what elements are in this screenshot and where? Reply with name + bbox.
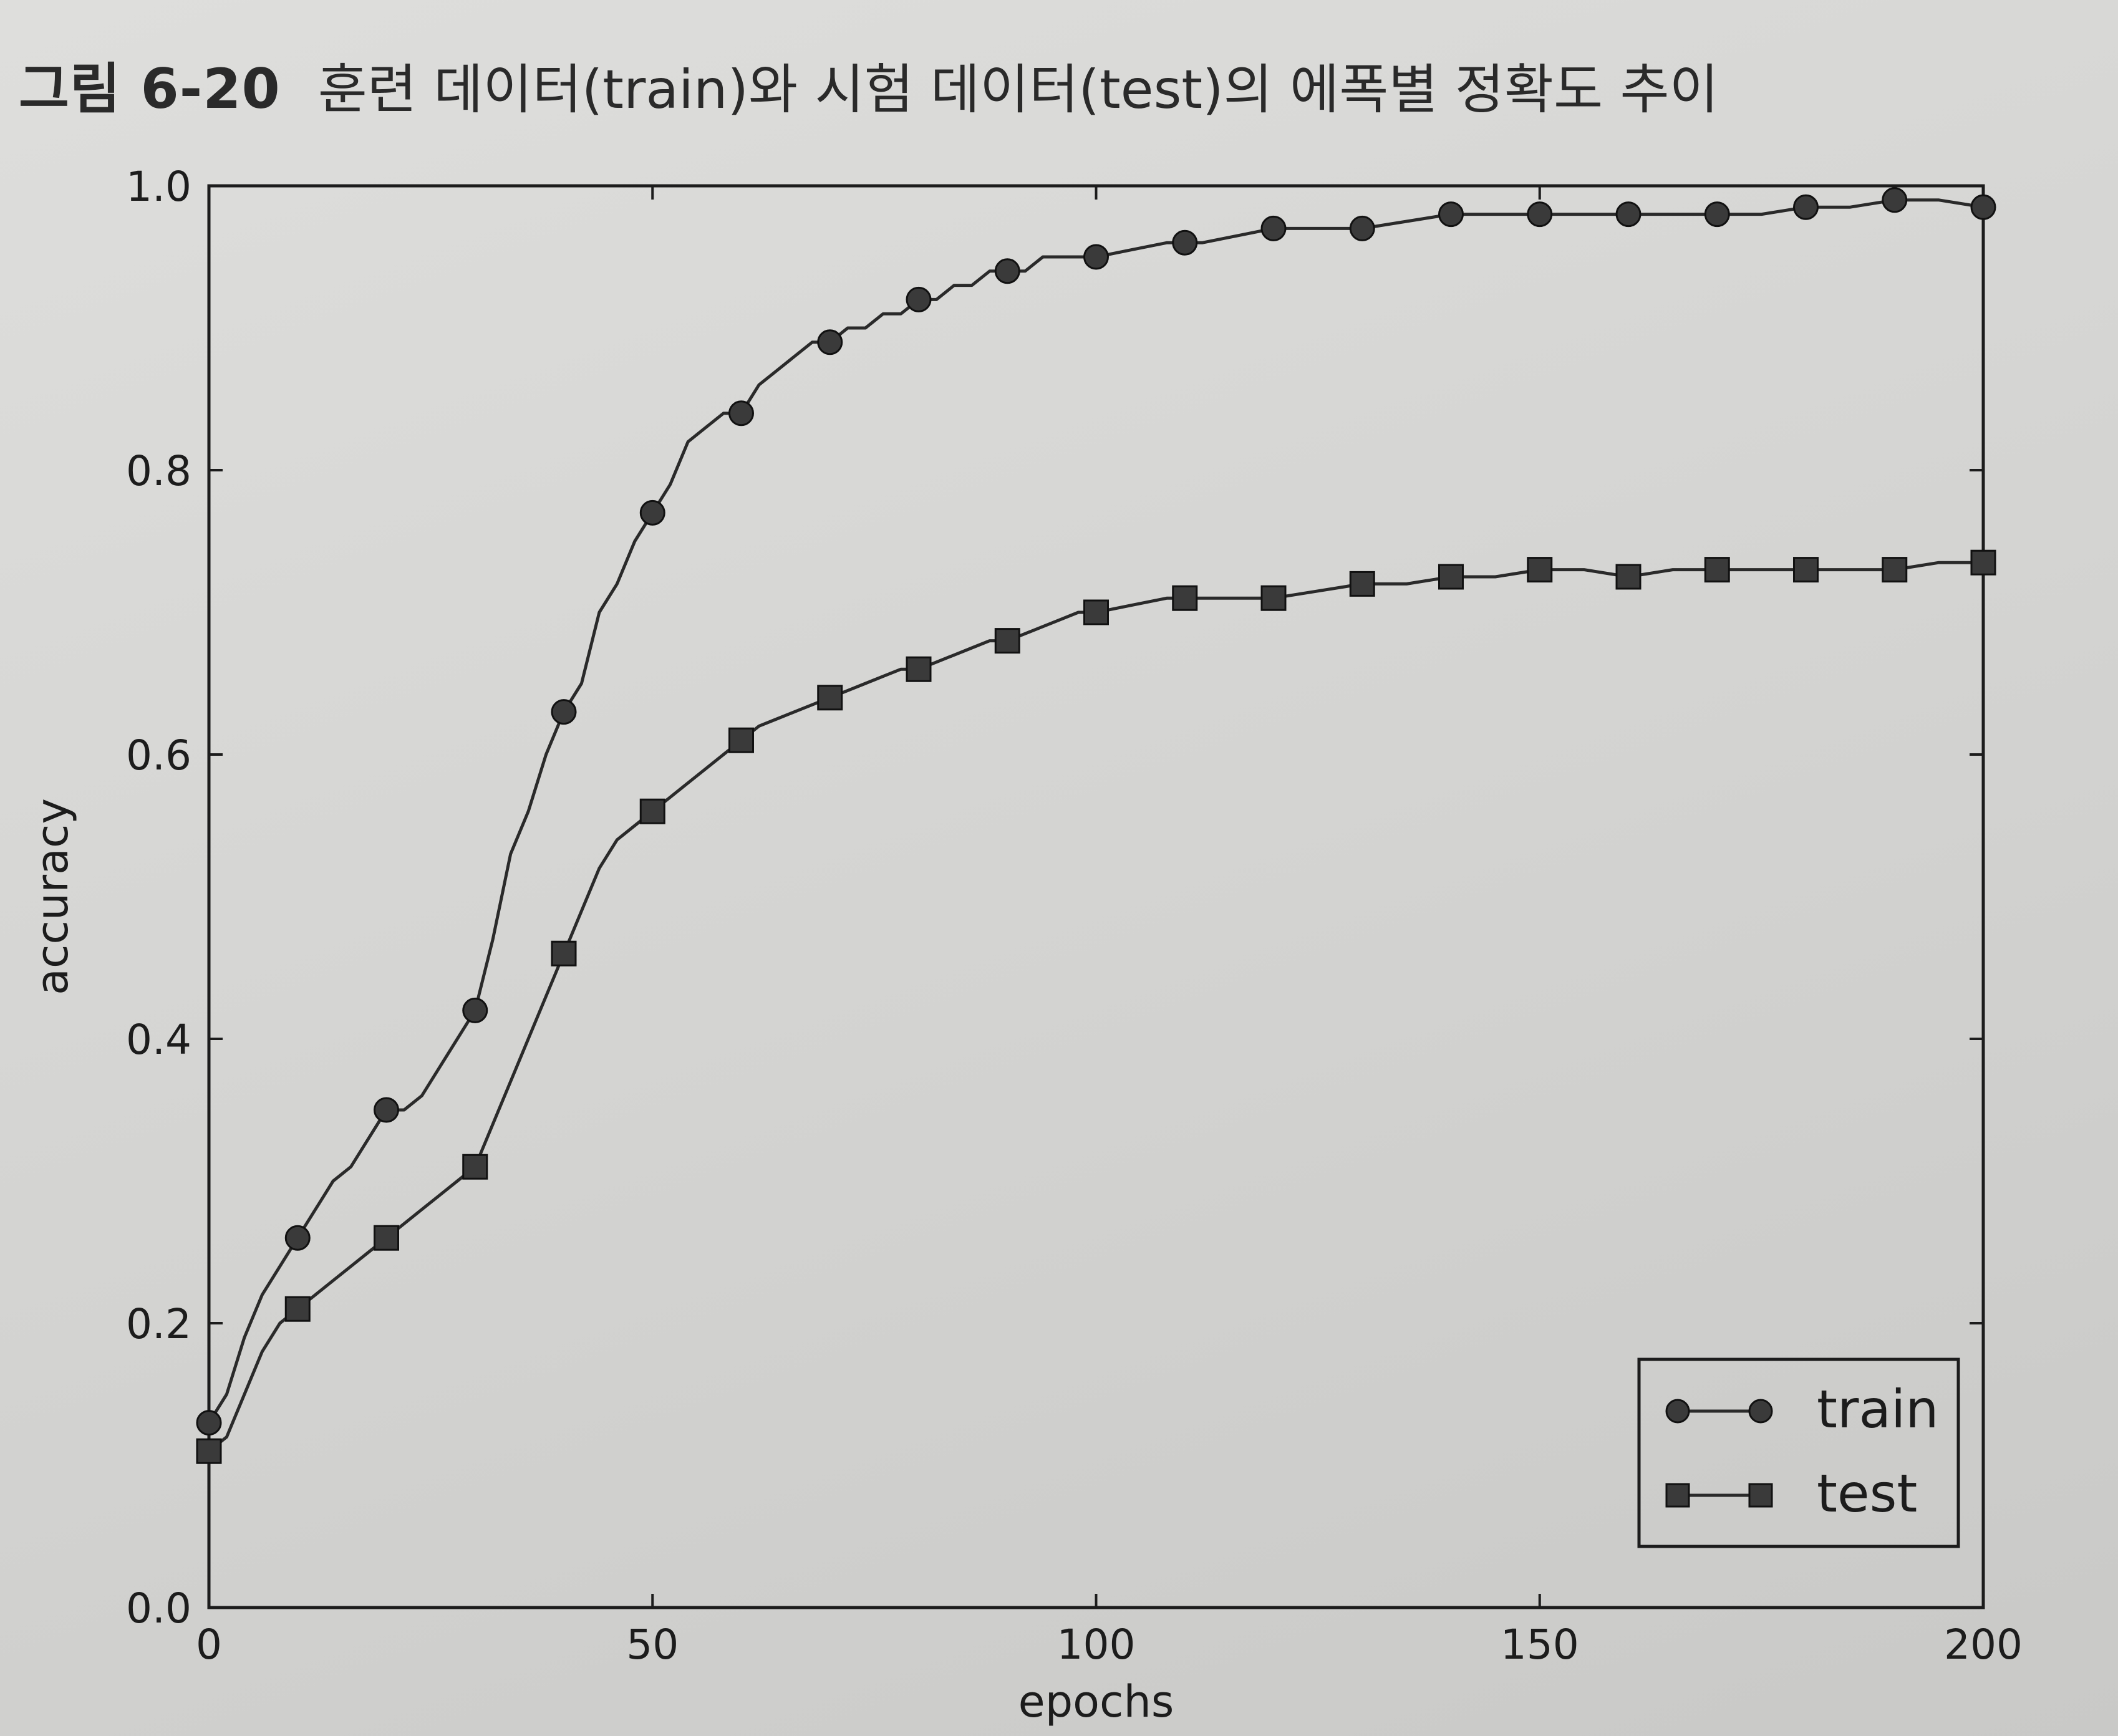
legend-label-test: test — [1817, 1463, 1917, 1524]
figure-title: 훈련 데이터(train)와 시험 데이터(test)의 에폭별 정확도 추이 — [317, 58, 1719, 121]
train-point — [994, 258, 1020, 284]
y-tick-label: 0.2 — [126, 1300, 191, 1348]
y-tick-label: 0.8 — [126, 447, 191, 495]
train-point — [1615, 201, 1642, 228]
train-point — [1083, 244, 1109, 270]
x-tick-label: 200 — [1944, 1621, 2023, 1669]
x-axis-label: epochs — [1018, 1676, 1174, 1727]
plot-area — [207, 184, 1985, 1609]
test-point — [994, 628, 1020, 654]
legend: train test — [1637, 1357, 1960, 1548]
legend-marker-test — [1665, 1483, 1690, 1508]
legend-marker-train — [1748, 1399, 1773, 1424]
test-point — [1438, 564, 1464, 590]
test-point — [1260, 585, 1287, 611]
x-tick-label: 100 — [1057, 1621, 1136, 1669]
test-point — [1349, 571, 1375, 597]
test-point — [906, 656, 932, 682]
legend-marker-train — [1665, 1399, 1690, 1424]
train-point — [1970, 194, 1996, 220]
test-point — [817, 685, 843, 711]
train-point — [1260, 215, 1287, 241]
train-point — [817, 329, 843, 355]
test-point — [551, 940, 577, 967]
y-tick-label: 0.4 — [126, 1016, 191, 1064]
y-axis-label: accuracy — [27, 798, 78, 995]
train-point — [728, 400, 754, 427]
train-point — [284, 1225, 311, 1251]
train-point — [906, 286, 932, 312]
train-point — [1704, 201, 1730, 228]
test-point — [1970, 549, 1996, 576]
test-point — [1172, 585, 1198, 611]
test-point — [728, 727, 754, 753]
legend-label-train: train — [1817, 1379, 1939, 1440]
test-point — [1882, 557, 1908, 583]
test-point — [1615, 564, 1642, 590]
y-tick-label: 0.6 — [126, 731, 191, 779]
test-point — [1527, 557, 1553, 583]
train-point — [196, 1410, 222, 1436]
test-point — [462, 1154, 488, 1180]
test-point — [1704, 557, 1730, 583]
train-point — [1438, 201, 1464, 228]
y-tick-label: 0.0 — [126, 1584, 191, 1632]
x-tick-label: 50 — [626, 1621, 679, 1669]
legend-box — [1637, 1357, 1960, 1548]
series-line-train — [207, 198, 1984, 1424]
legend-marker-test — [1748, 1483, 1773, 1508]
axis-ticks: 0 50 100 150 200 0.0 0.2 0.4 0.6 0.8 1.0 — [126, 163, 2023, 1669]
test-point — [1083, 599, 1109, 625]
train-point — [1172, 229, 1198, 256]
train-point — [462, 997, 488, 1023]
train-point — [1882, 187, 1908, 213]
test-point — [1793, 557, 1819, 583]
train-point — [1527, 201, 1553, 228]
x-tick-label: 0 — [196, 1621, 222, 1669]
test-point — [639, 798, 665, 824]
test-point — [196, 1438, 222, 1464]
test-point — [284, 1296, 311, 1322]
train-point — [1349, 215, 1375, 241]
train-point — [374, 1097, 399, 1123]
y-tick-label: 1.0 — [126, 163, 191, 211]
x-tick-label: 150 — [1501, 1621, 1579, 1669]
figure-caption: 그림 6-20 훈련 데이터(train)와 시험 데이터(test)의 에폭별… — [19, 37, 1719, 131]
figure-number: 그림 6-20 — [19, 56, 281, 121]
train-point — [639, 499, 665, 526]
train-point — [551, 699, 577, 725]
train-point — [1793, 194, 1819, 220]
series-markers — [196, 187, 1996, 1464]
series-lines — [207, 198, 1984, 1453]
test-point — [374, 1225, 399, 1251]
